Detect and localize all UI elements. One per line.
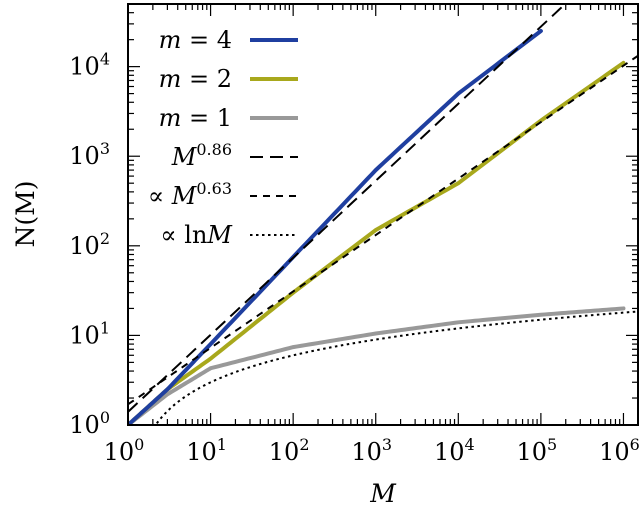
y-tick-label: 104 (69, 50, 110, 81)
x-tick-label: 103 (351, 435, 392, 466)
x-tick-label: 106 (599, 435, 640, 466)
y-tick-label: 102 (69, 229, 110, 260)
series-line-5 (154, 310, 638, 425)
y-axis-title-group: N(M) (11, 181, 40, 248)
x-axis-title: M (369, 479, 397, 508)
y-axis-title: N(M) (11, 181, 40, 248)
series-layer (128, 4, 638, 425)
series-line-3 (128, 4, 567, 413)
x-tick-label: 105 (517, 435, 558, 466)
x-tick-label: 104 (434, 435, 475, 466)
y-tick-label: 100 (69, 408, 110, 439)
legend-label: M0.86 (171, 140, 232, 171)
legend-label: ∝ lnM (160, 221, 233, 249)
series-line-2 (128, 306, 626, 425)
legend-label: m = 2 (159, 65, 232, 93)
x-tick-label: 102 (269, 435, 310, 466)
tick-label-layer: 100 101 102 103 104 105 106 100 101 102 103 104 (69, 50, 640, 466)
legend-label: m = 4 (159, 26, 232, 54)
plot-frame (127, 3, 639, 426)
legend-label: m = 1 (159, 104, 232, 132)
x-tick-label: 101 (186, 435, 227, 466)
x-tick-label: 100 (104, 435, 145, 466)
y-tick-label: 103 (69, 139, 110, 170)
legend-label: ∝ M0.63 (148, 179, 232, 210)
y-tick-label: 101 (69, 318, 110, 349)
legend: m = 4 m = 2 m = 1 M0.86 ∝ M0.63 ∝ lnM (148, 26, 298, 249)
